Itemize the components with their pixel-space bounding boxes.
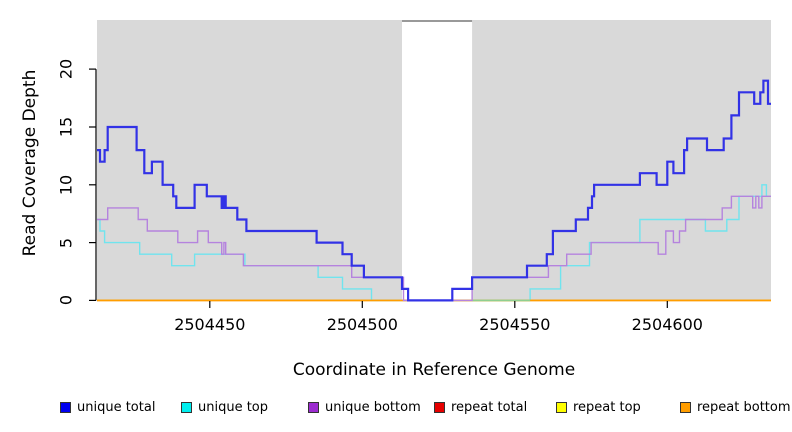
x-tick-label: 2504450	[174, 315, 246, 334]
x-axis-title: Coordinate in Reference Genome	[292, 360, 576, 380]
legend-swatch-icon	[181, 401, 192, 413]
legend-label: unique top	[198, 399, 269, 415]
legend-swatch-icon	[308, 401, 319, 413]
legend-item: repeat bottom	[680, 399, 791, 415]
gap-region	[402, 20, 473, 300]
legend-swatch-icon	[60, 401, 71, 413]
legend-swatch-icon	[434, 401, 445, 413]
x-tick-label: 2504550	[479, 315, 551, 334]
y-tick-label: 10	[56, 174, 76, 195]
legend-swatch-icon	[556, 401, 567, 413]
legend-label: unique bottom	[325, 399, 421, 415]
series-unique-bottom	[97, 195, 771, 302]
legend-label: repeat bottom	[697, 399, 791, 415]
legend-item: unique top	[181, 399, 268, 415]
y-tick-label: 15	[56, 116, 76, 138]
legend-label: repeat total	[451, 399, 528, 415]
legend-swatch-icon	[680, 401, 691, 413]
x-tick-label: 2504600	[631, 315, 703, 334]
legend-item: repeat total	[434, 399, 527, 415]
y-tick-label: 0	[56, 295, 76, 306]
x-tick-label: 2504500	[326, 315, 398, 334]
y-tick-label: 5	[56, 237, 76, 248]
legend-item: unique total	[60, 399, 155, 415]
y-tick-label: 20	[56, 58, 76, 80]
legend-label: unique total	[77, 399, 156, 415]
legend-label: repeat top	[573, 399, 641, 415]
series-unique-total	[97, 79, 771, 302]
legend-item: repeat top	[556, 399, 641, 415]
coverage-step-chart	[89, 20, 771, 308]
legend-item: unique bottom	[308, 399, 421, 415]
y-axis-title: Read Coverage Depth	[20, 69, 40, 257]
